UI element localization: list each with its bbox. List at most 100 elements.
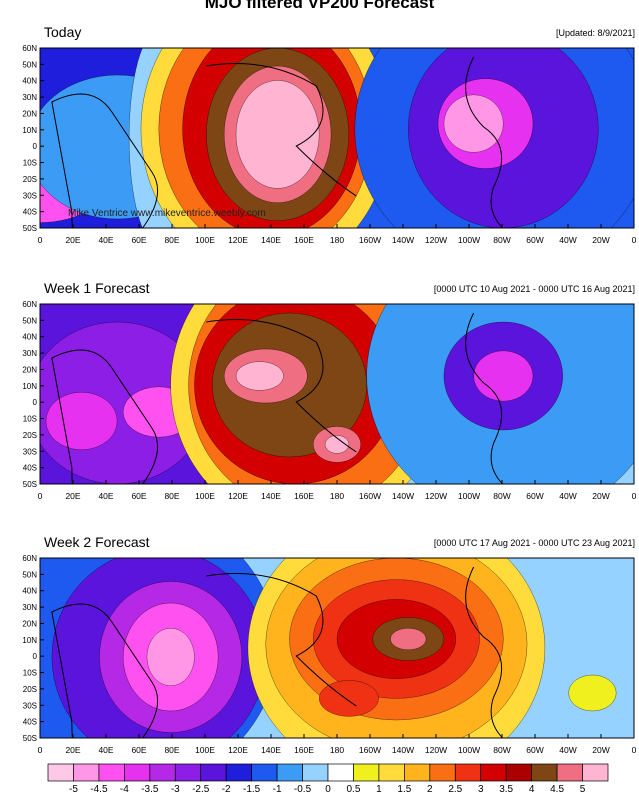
lon-tick-label: 60E xyxy=(131,235,146,245)
lon-tick-label: 20W xyxy=(592,491,609,501)
chart-title: MJO filtered VP200 Forecast xyxy=(204,0,435,12)
colorbar-swatch xyxy=(149,763,176,782)
colorbar-tick-label: 1.5 xyxy=(397,784,412,795)
lon-tick-label: 40W xyxy=(559,745,576,755)
panel-week2: Week 2 Forecast [0000 UTC 17 Aug 2021 - … xyxy=(0,534,639,764)
lon-tick-label: 80W xyxy=(493,491,510,501)
colorbar-swatch xyxy=(47,763,74,782)
colorbar-swatch xyxy=(582,763,609,782)
colorbar-tick-label: -4 xyxy=(119,784,129,795)
colorbar-swatch xyxy=(98,763,125,782)
contour-fill xyxy=(568,674,617,712)
coastline xyxy=(51,93,159,228)
panel-label: Week 2 Forecast xyxy=(44,534,150,550)
colorbar-swatch xyxy=(276,763,303,782)
contour-fill xyxy=(235,80,320,189)
colorbar-swatch xyxy=(505,763,532,782)
lat-tick-label: 50S xyxy=(23,734,37,743)
contour-fill xyxy=(324,435,350,454)
lat-tick-label: 0 xyxy=(33,652,38,661)
lat-tick-label: 20S xyxy=(23,431,37,440)
credit-text: Mike Ventrice www.mikeventrice.weebly.co… xyxy=(68,208,266,219)
colorbar-swatch xyxy=(174,763,202,782)
lon-tick-label: 60W xyxy=(526,491,543,501)
panel-today: Today [Updated: 8/9/2021] 60N 50N 40N 30N 20… xyxy=(0,24,639,254)
lon-tick-label: 80W xyxy=(493,235,510,245)
lat-tick-label: 10S xyxy=(23,669,37,678)
lon-tick-label: 180 xyxy=(330,745,344,755)
coastline xyxy=(206,63,357,197)
lat-tick-label: 20S xyxy=(23,685,37,694)
colorbar-swatches xyxy=(47,763,609,782)
lon-tick-label: 0 xyxy=(38,235,43,245)
lon-tick-label: 120E xyxy=(228,491,248,501)
lon-tick-label: 20W xyxy=(592,235,609,245)
lat-tick-label: 50S xyxy=(23,480,37,489)
lat-tick-label: 10N xyxy=(22,636,37,645)
colorbar-tick-label: -2 xyxy=(221,784,231,795)
panel-label: Week 1 Forecast xyxy=(44,280,150,296)
coastline xyxy=(465,566,504,738)
lat-tick-label: 30S xyxy=(23,191,37,200)
contour-fill xyxy=(443,94,504,153)
colorbar-tick-label: 0 xyxy=(325,784,331,795)
colorbar-swatch xyxy=(200,763,227,782)
lon-tick-label: 120W xyxy=(425,235,447,245)
colorbar-tick-label: 2.5 xyxy=(448,784,463,795)
lon-tick-label: 40E xyxy=(98,491,113,501)
colorbar-swatch xyxy=(404,763,431,782)
lon-tick-label: 100W xyxy=(458,491,480,501)
lat-tick-label: 40N xyxy=(22,587,37,596)
colorbar-tick-label: 1 xyxy=(376,784,382,795)
lon-tick-label: 60W xyxy=(526,235,543,245)
coastline xyxy=(465,312,504,484)
lat-tick-label: 10N xyxy=(22,382,37,391)
coastline xyxy=(51,349,159,484)
colorbar-swatch xyxy=(302,763,329,782)
colorbar-tick-label: 4 xyxy=(528,784,535,795)
lon-tick-label: 80W xyxy=(493,745,510,755)
coastline xyxy=(465,56,504,228)
lat-tick-label: 0 xyxy=(33,142,38,151)
lat-tick-label: 30S xyxy=(23,701,37,710)
lon-tick-label: 120E xyxy=(228,745,248,755)
panel-note: [0000 UTC 17 Aug 2021 - 0000 UTC 23 Aug … xyxy=(433,538,635,548)
lat-tick-label: 20S xyxy=(23,175,37,184)
colorbar-tick-label: -4.5 xyxy=(90,784,108,795)
lon-tick-label: 160E xyxy=(294,235,314,245)
lon-tick-label: 40E xyxy=(98,235,113,245)
contour-fill xyxy=(45,391,118,451)
contour-fill xyxy=(390,627,427,651)
contour-fill xyxy=(473,350,534,402)
lon-tick-label: 180 xyxy=(330,235,344,245)
lon-tick-label: 100W xyxy=(458,745,480,755)
lon-tick-label: 20E xyxy=(65,491,80,501)
colorbar-tick-label: 0.5 xyxy=(346,784,361,795)
lon-tick-label: 40W xyxy=(559,491,576,501)
lon-tick-label: 80E xyxy=(164,745,179,755)
lat-tick-label: 20N xyxy=(22,619,37,628)
colorbar-tick-label: 3.5 xyxy=(499,784,514,795)
lon-tick-label: 0 xyxy=(632,745,637,755)
lat-tick-label: 30N xyxy=(22,603,37,612)
lon-tick-label: 0 xyxy=(38,745,43,755)
lon-tick-label: 120W xyxy=(425,745,447,755)
colorbar-tick-label: -2.5 xyxy=(192,784,210,795)
lat-tick-label: 0 xyxy=(33,398,38,407)
colorbar-swatch xyxy=(225,763,252,782)
lat-tick-label: 20N xyxy=(22,109,37,118)
lat-tick-label: 40S xyxy=(23,208,37,217)
panel-note: [0000 UTC 10 Aug 2021 - 0000 UTC 16 Aug … xyxy=(433,284,635,294)
panel-note: [Updated: 8/9/2021] xyxy=(555,28,635,38)
coastline xyxy=(206,573,357,707)
lon-tick-label: 180 xyxy=(330,491,344,501)
lat-tick-label: 10S xyxy=(23,415,37,424)
lon-tick-label: 60E xyxy=(131,745,146,755)
lon-tick-label: 100W xyxy=(458,235,480,245)
lon-tick-label: 160W xyxy=(359,235,381,245)
lon-tick-label: 160E xyxy=(294,745,314,755)
lat-tick-label: 60N xyxy=(22,300,37,309)
lon-tick-label: 80E xyxy=(164,235,179,245)
